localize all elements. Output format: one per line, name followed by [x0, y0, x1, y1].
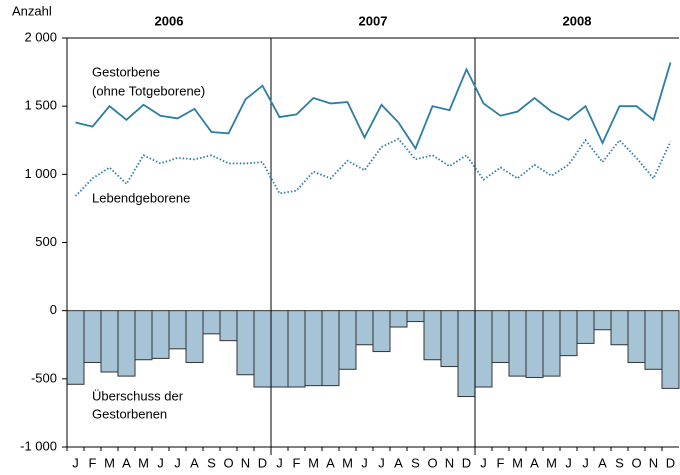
- bar: [610, 310, 629, 346]
- x-tick-label: N: [649, 455, 658, 470]
- bar: [236, 310, 255, 376]
- bar: [355, 310, 374, 346]
- x-tick-label: J: [378, 455, 385, 470]
- x-tick-label: N: [445, 455, 454, 470]
- x-tick-label: A: [598, 455, 607, 470]
- bar: [372, 310, 391, 353]
- y-tick-label: 2 000: [24, 29, 57, 44]
- x-tick-label: O: [631, 455, 641, 470]
- bar: [627, 310, 646, 363]
- bar: [525, 310, 544, 378]
- bar: [576, 310, 595, 344]
- bar: [457, 310, 476, 398]
- bar: [406, 310, 425, 323]
- x-tick-label: J: [276, 455, 283, 470]
- x-tick-label: D: [258, 455, 267, 470]
- x-tick-label: F: [293, 455, 301, 470]
- x-tick-label: O: [427, 455, 437, 470]
- bar: [423, 310, 442, 361]
- bar: [219, 310, 238, 342]
- x-tick-label: J: [582, 455, 589, 470]
- bar: [168, 310, 187, 350]
- bar: [440, 310, 459, 368]
- x-tick-label: S: [207, 455, 216, 470]
- bar: [474, 310, 493, 388]
- x-tick-label: J: [72, 455, 79, 470]
- y-tick-label: 500: [35, 234, 57, 249]
- x-tick-label: J: [174, 455, 181, 470]
- x-tick-label: M: [104, 455, 115, 470]
- bar: [83, 310, 102, 363]
- y-axis-label: Anzahl: [12, 3, 52, 18]
- x-tick-label: F: [89, 455, 97, 470]
- bar: [100, 310, 119, 373]
- bar: [185, 310, 204, 363]
- x-tick-label: F: [497, 455, 505, 470]
- x-tick-label: N: [241, 455, 250, 470]
- x-tick-label: A: [530, 455, 539, 470]
- bar: [389, 310, 408, 328]
- y-tick-label: -1 000: [20, 438, 57, 453]
- bar: [134, 310, 153, 361]
- y-tick-label: 1 000: [24, 166, 57, 181]
- bar: [202, 310, 221, 335]
- bar: [542, 310, 561, 377]
- x-tick-label: M: [308, 455, 319, 470]
- x-tick-label: D: [462, 455, 471, 470]
- x-tick-label: J: [361, 455, 368, 470]
- y-tick-label: 1 500: [24, 98, 57, 113]
- y-tick-label: 0: [50, 302, 57, 317]
- bar: [491, 310, 510, 363]
- bar: [253, 310, 272, 388]
- bar: [661, 310, 680, 389]
- x-tick-label: A: [326, 455, 335, 470]
- x-tick-label: O: [223, 455, 233, 470]
- bar: [559, 310, 578, 357]
- annotation: Lebendgeborene: [92, 190, 190, 205]
- bar: [66, 310, 85, 385]
- annotation: Gestorbene: [92, 64, 160, 79]
- x-tick-label: D: [666, 455, 675, 470]
- bar: [304, 310, 323, 387]
- bar: [644, 310, 663, 370]
- annotation: (ohne Totgeborene): [92, 83, 205, 98]
- bar: [593, 310, 612, 331]
- bar: [338, 310, 357, 370]
- bar: [151, 310, 170, 359]
- x-tick-label: M: [546, 455, 557, 470]
- x-tick-label: J: [480, 455, 487, 470]
- x-tick-label: A: [190, 455, 199, 470]
- x-tick-label: M: [342, 455, 353, 470]
- bar: [321, 310, 340, 387]
- year-label: 2008: [563, 13, 592, 28]
- x-tick-label: M: [138, 455, 149, 470]
- year-label: 2007: [359, 13, 388, 28]
- bar: [117, 310, 136, 377]
- bar: [287, 310, 306, 388]
- x-tick-label: A: [394, 455, 403, 470]
- x-tick-label: S: [411, 455, 420, 470]
- year-label: 2006: [155, 13, 184, 28]
- bar: [508, 310, 527, 377]
- line: [75, 62, 672, 151]
- annotation: Überschuss der: [92, 388, 184, 403]
- x-tick-label: A: [122, 455, 131, 470]
- x-tick-label: J: [565, 455, 572, 470]
- y-tick-label: -500: [31, 370, 57, 385]
- x-tick-label: M: [512, 455, 523, 470]
- x-tick-label: J: [157, 455, 164, 470]
- line: [74, 137, 672, 197]
- x-tick-label: S: [615, 455, 624, 470]
- annotation: Gestorbenen: [92, 406, 167, 421]
- bar: [270, 310, 289, 388]
